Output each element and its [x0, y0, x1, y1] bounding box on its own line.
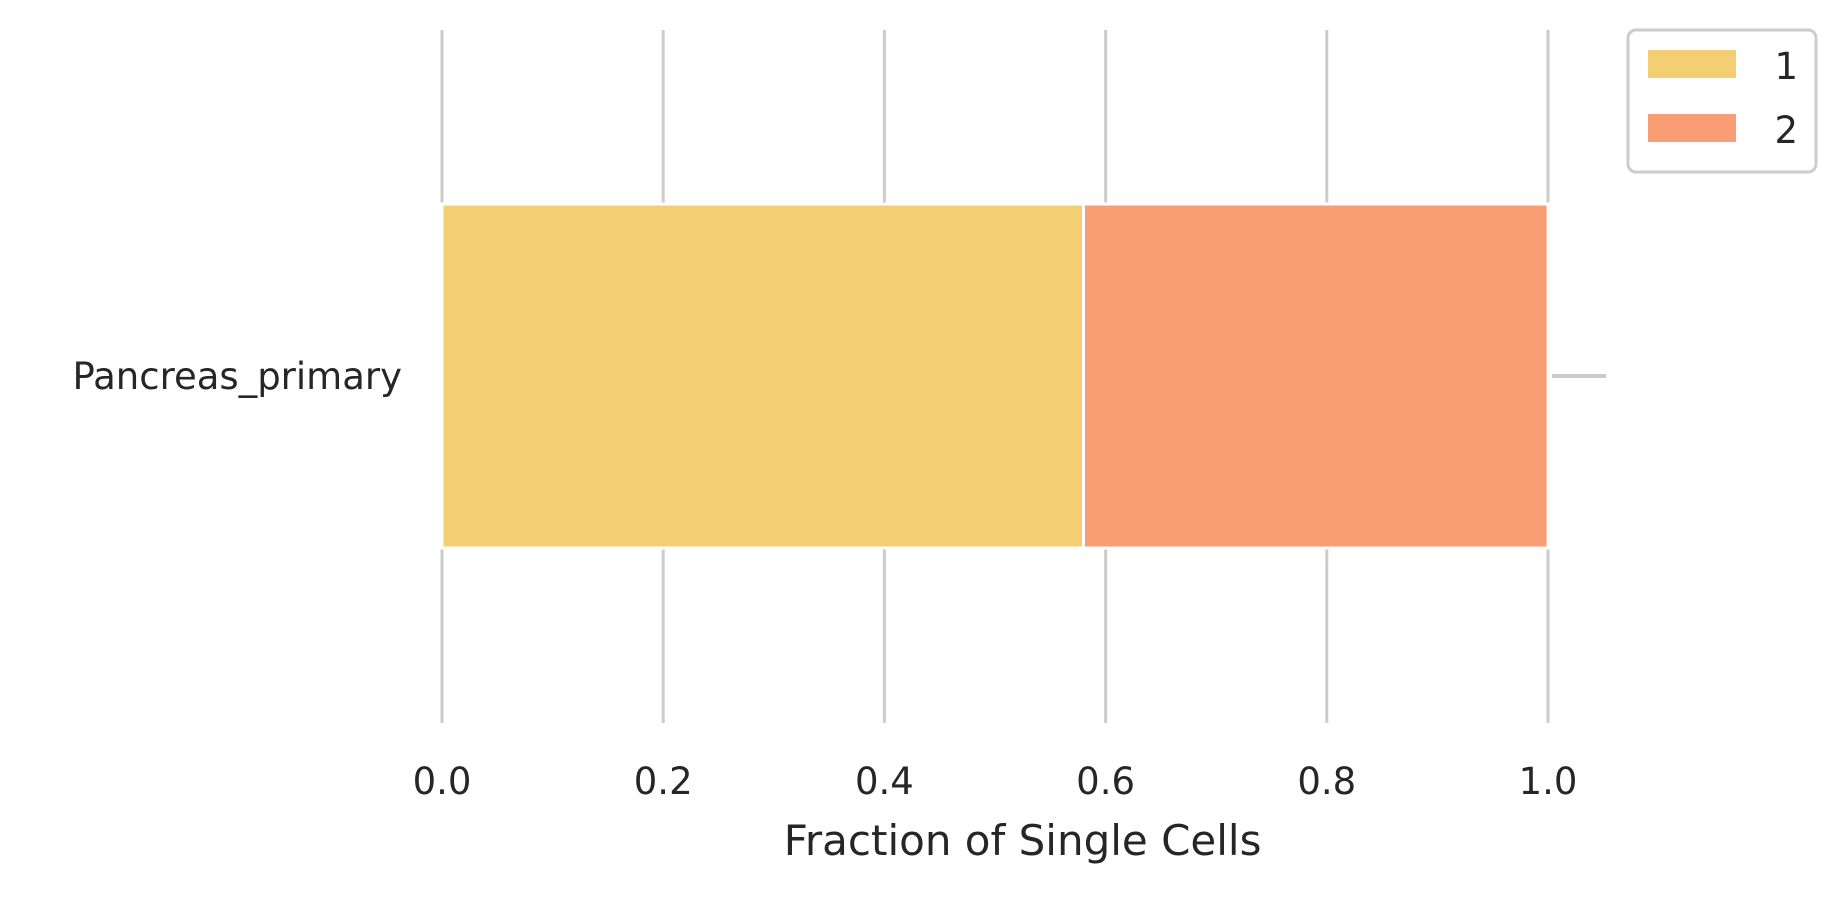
legend-label-2: 2	[1774, 109, 1798, 152]
x-tick-label-0: 0.0	[413, 760, 472, 803]
legend-swatch-2	[1648, 114, 1736, 142]
x-tick-label-5: 1.0	[1519, 760, 1578, 803]
x-tick-label-3: 0.6	[1076, 760, 1135, 803]
x-tick-label-4: 0.8	[1297, 760, 1356, 803]
bars	[440, 202, 1550, 550]
x-tick-labels: 0.0 0.2 0.4 0.6 0.8 1.0	[413, 760, 1578, 803]
legend: 12	[1626, 28, 1818, 174]
y-tick-labels: Pancreas_primary	[72, 355, 402, 398]
legend-items: 12	[1648, 45, 1798, 152]
legend-label-1: 1	[1774, 45, 1798, 88]
x-tick-label-1: 0.2	[634, 760, 693, 803]
y-tick-label-0: Pancreas_primary	[72, 355, 402, 398]
bar-Pancreas_primary-series-2	[1081, 202, 1550, 550]
x-tick-label-2: 0.4	[855, 760, 914, 803]
x-axis-title: Fraction of Single Cells	[784, 816, 1262, 865]
bar-Pancreas_primary-series-1	[440, 202, 1085, 550]
legend-swatch-1	[1648, 50, 1736, 78]
